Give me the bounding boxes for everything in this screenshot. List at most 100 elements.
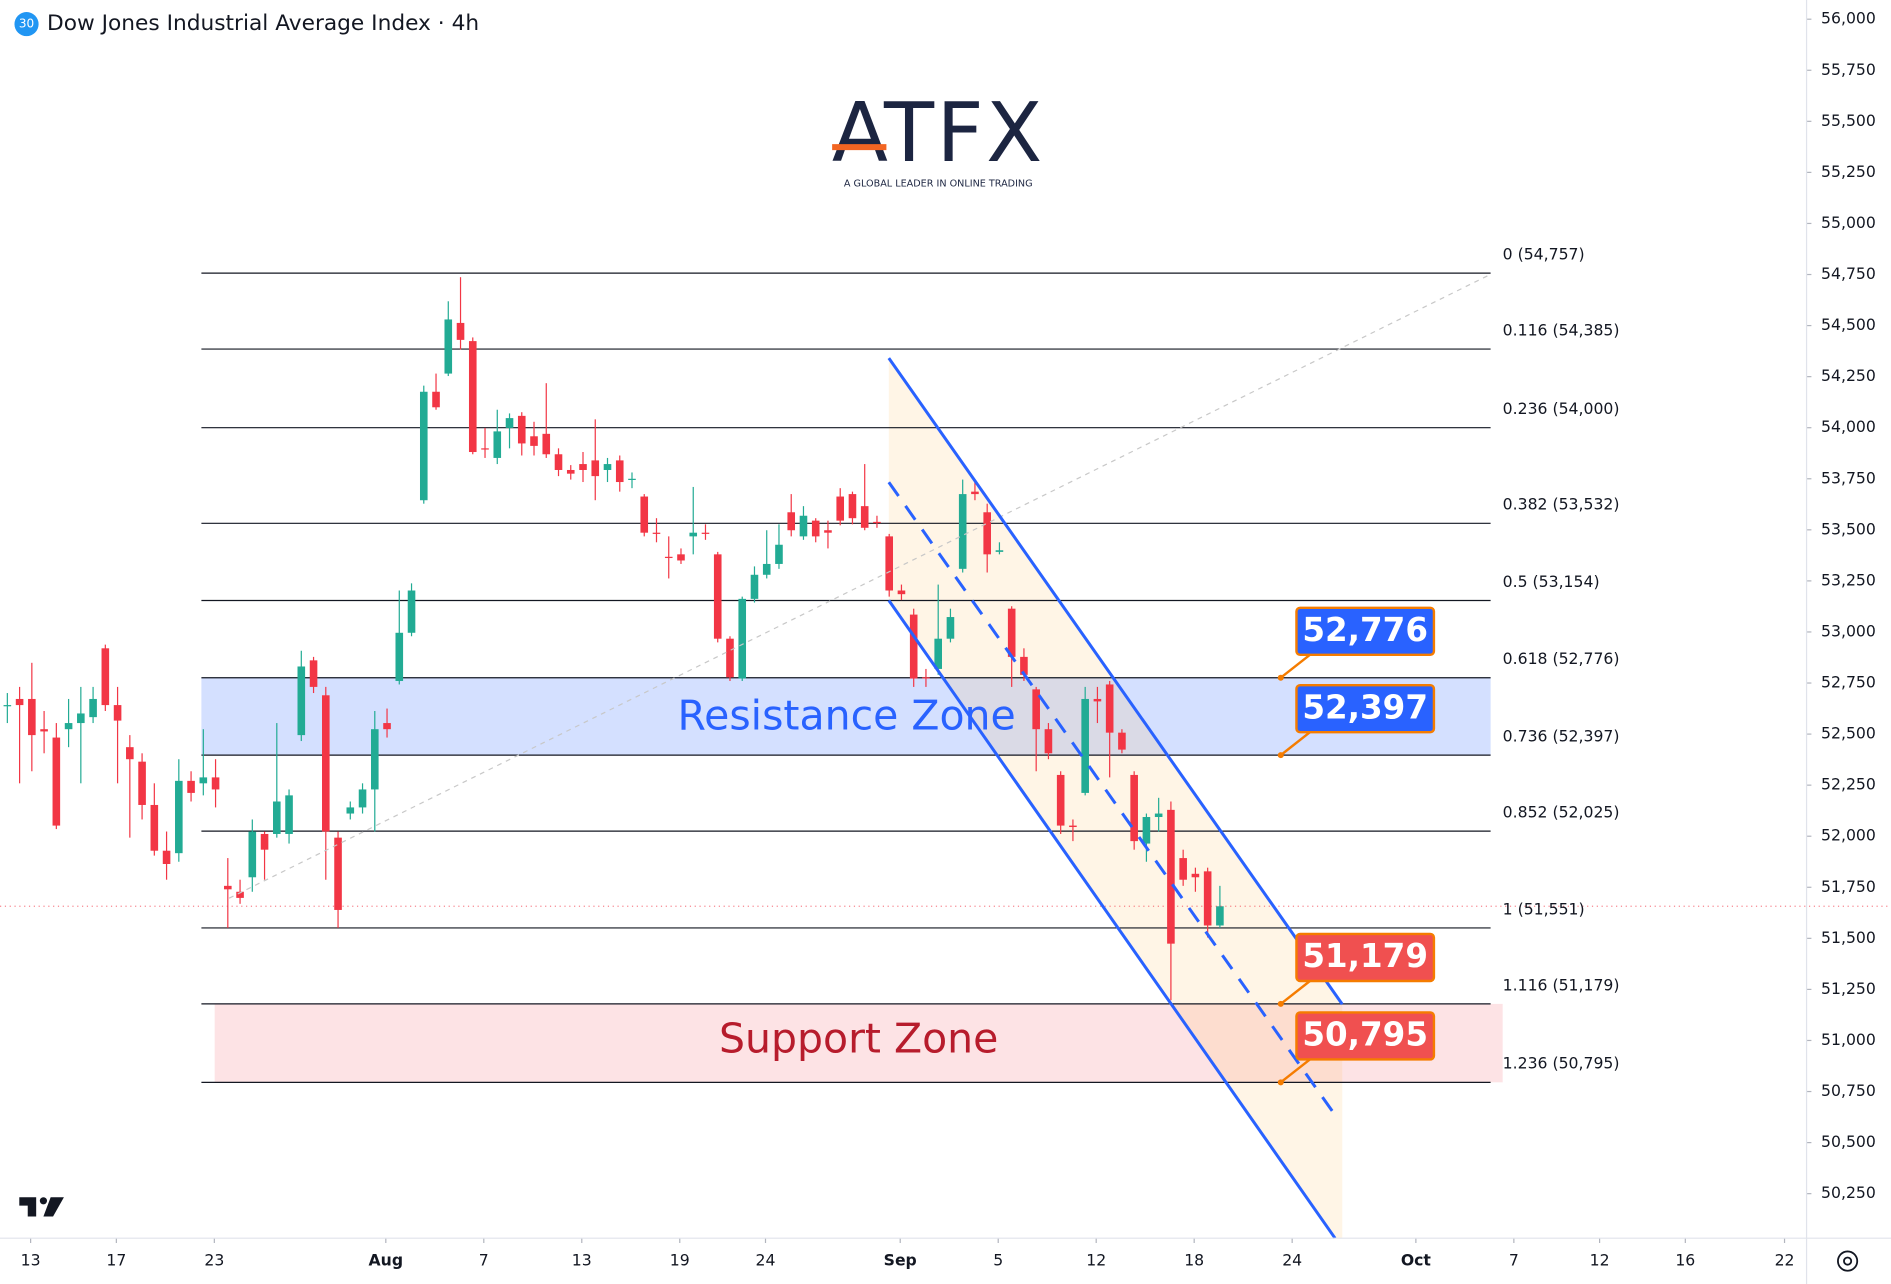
candle-body: [542, 433, 551, 455]
y-tick-label: 51,500: [1821, 928, 1876, 947]
candle-body: [297, 666, 306, 736]
zone: [201, 677, 1491, 756]
settings-core[interactable]: [1843, 1256, 1853, 1266]
x-tick-label: 17: [106, 1251, 126, 1270]
candle-body: [713, 554, 722, 639]
candle-body: [1020, 656, 1028, 675]
channel-mid: [887, 481, 1334, 1113]
candle-body: [162, 850, 171, 864]
candle-body: [101, 648, 110, 706]
chart-title: Dow Jones Industrial Average Index · 4h: [47, 11, 479, 36]
candle-body: [1216, 906, 1224, 926]
x-tick-label: 19: [670, 1251, 690, 1270]
x-tick-label: 12: [1590, 1251, 1610, 1270]
brand-tagline: A GLOBAL LEADER IN ONLINE TRADING: [844, 178, 1033, 189]
tv-logo-part: [43, 1197, 64, 1217]
candle-body: [456, 322, 465, 340]
candle-body: [517, 415, 526, 444]
candle-body: [260, 833, 269, 850]
callout-label: 52,397: [1302, 688, 1428, 726]
candle-body: [1118, 732, 1126, 750]
candle-body: [738, 598, 747, 679]
y-tick-label: 50,750: [1821, 1081, 1876, 1100]
x-tick-label: 13: [572, 1251, 592, 1270]
candle-body: [419, 391, 428, 501]
candle-body: [199, 777, 208, 784]
candle-body: [40, 729, 48, 732]
candle-body: [1179, 858, 1187, 880]
candle-body: [995, 550, 1004, 552]
candle-body: [236, 891, 244, 898]
candle-body: [946, 617, 955, 639]
y-tick-label: 55,000: [1821, 213, 1876, 232]
candle-body: [1203, 871, 1212, 926]
candle-body: [1142, 817, 1151, 844]
candle-body: [664, 556, 673, 559]
tv-logo-part: [39, 1197, 48, 1205]
settings-ring[interactable]: [1837, 1250, 1859, 1272]
y-tick-label: 52,000: [1821, 826, 1876, 845]
candle-body: [1093, 698, 1102, 702]
candle-body: [615, 460, 624, 483]
y-tick-label: 53,500: [1821, 519, 1876, 538]
y-tick-label: 51,750: [1821, 877, 1876, 896]
fib-label: 0.236 (54,000): [1503, 399, 1620, 418]
symbol-badge-text: 30: [19, 17, 34, 31]
callout-anchor: [1277, 1079, 1284, 1086]
candle-body: [89, 698, 97, 718]
x-tick-label: 22: [1775, 1251, 1795, 1270]
candle-body: [603, 464, 612, 470]
candle-body: [383, 723, 391, 730]
zone: [214, 1003, 1503, 1083]
x-tick-label: 7: [479, 1251, 489, 1270]
fib-label: 0.852 (52,025): [1503, 803, 1620, 822]
y-tick-label: 50,500: [1821, 1132, 1876, 1151]
settings-icon[interactable]: [1837, 1250, 1859, 1272]
x-tick-label: 7: [1509, 1251, 1519, 1270]
overlay-layer: 50,250 50,500 50,750 51,000 51,250 51,500 51,7…: [21, 9, 1876, 1270]
fib-label: 0.736 (52,397): [1503, 727, 1620, 746]
symbol-badge: [14, 12, 39, 37]
candle-body: [64, 723, 73, 730]
y-tick-label: 52,750: [1821, 673, 1876, 692]
candle-body: [811, 520, 820, 537]
candle-body: [677, 554, 685, 561]
candle-body: [750, 574, 759, 599]
tv-logo-part: [19, 1197, 37, 1217]
candle-body: [150, 804, 159, 851]
fib-label: 0 (54,757): [1503, 245, 1585, 264]
candle-body: [175, 780, 183, 854]
x-tick-label: Aug: [369, 1251, 403, 1270]
candle-body: [273, 801, 281, 834]
candle-body: [591, 460, 600, 477]
channel-upper: [887, 357, 1344, 1006]
candle-body: [432, 391, 440, 408]
fib-label: 1 (51,551): [1503, 899, 1585, 918]
candle-body: [530, 436, 538, 446]
callout-box: [1295, 683, 1436, 734]
y-tick-label: 51,250: [1821, 979, 1876, 998]
candle-body: [481, 448, 489, 450]
candle-body: [848, 494, 857, 519]
candle-body: [211, 777, 220, 790]
candle-body: [224, 885, 232, 890]
y-tick-label: 54,500: [1821, 315, 1876, 334]
candle-body: [126, 747, 134, 760]
x-tick-label: 18: [1184, 1251, 1204, 1270]
y-tick-label: 51,000: [1821, 1030, 1876, 1049]
candle-body: [554, 454, 563, 470]
candle-body: [958, 494, 967, 569]
callout-box: [1295, 606, 1436, 657]
trend-line: [228, 274, 1490, 899]
candle-body: [1069, 825, 1077, 828]
candle-body: [701, 532, 710, 534]
callout-anchor: [1277, 674, 1284, 681]
y-tick-label: 54,250: [1821, 366, 1876, 385]
x-tick-label: Sep: [884, 1251, 917, 1270]
candle-body: [15, 698, 24, 706]
y-tick-label: 56,000: [1821, 9, 1876, 28]
candle-body: [836, 496, 845, 521]
candle-body: [407, 590, 416, 633]
